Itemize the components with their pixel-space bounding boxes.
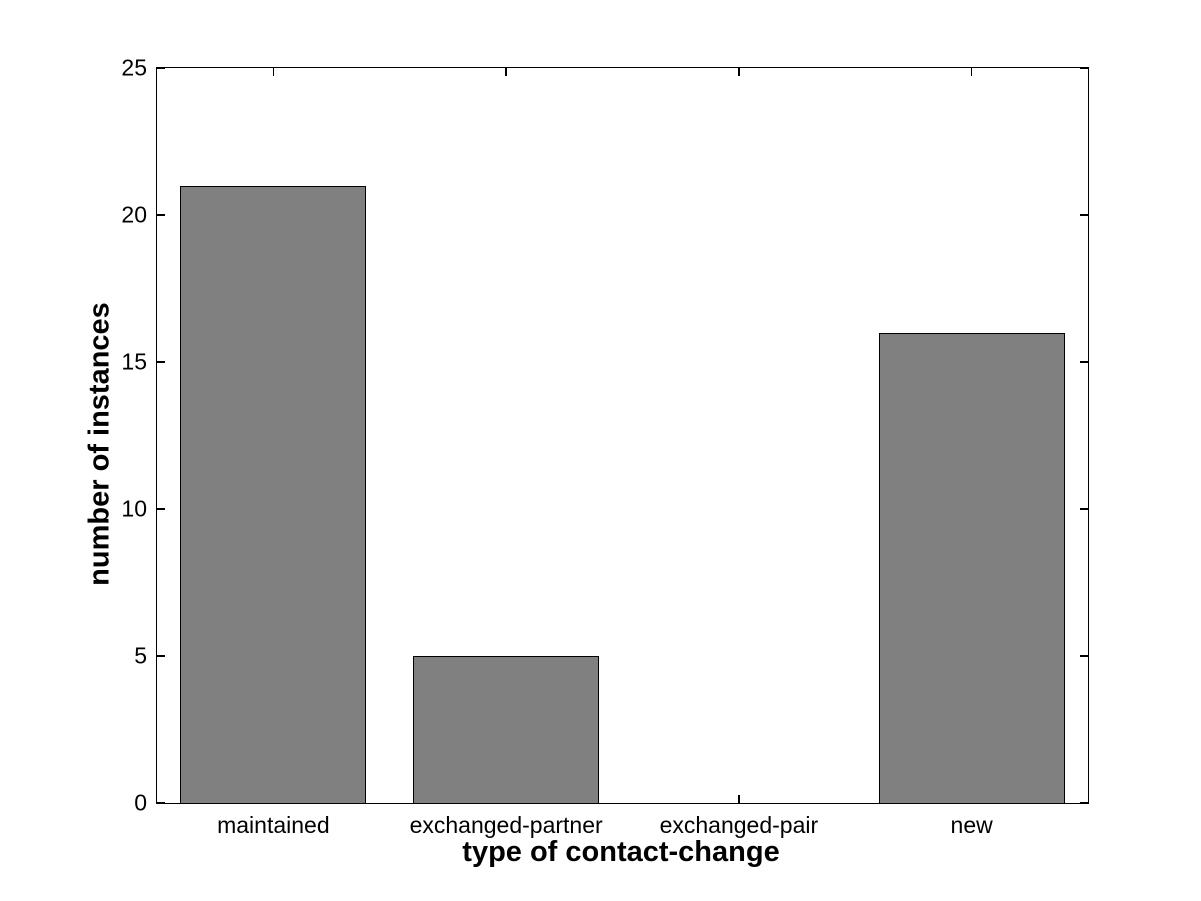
x-tick-top: [505, 68, 507, 76]
y-tick-label: 10: [121, 495, 147, 522]
bar-exchanged-partner: [413, 656, 600, 803]
x-axis-label: type of contact-change: [462, 836, 780, 868]
y-tick-label: 5: [134, 642, 147, 669]
plot-area: 0 5 10 15 20 25 maintained exchanged-partner exc…: [121, 55, 1089, 838]
x-tick-top: [738, 68, 740, 76]
x-tick-top: [272, 68, 275, 76]
x-tick-top: [970, 68, 973, 76]
y-tick-right: [1080, 67, 1088, 69]
x-tick-label-exchanged-pair: exchanged-pair: [659, 812, 819, 838]
y-tick-label: 15: [121, 348, 147, 375]
y-tick-left: [157, 67, 165, 69]
y-tick-left: [157, 655, 165, 657]
y-tick-left: [157, 361, 165, 363]
y-axis-label: number of instances: [83, 302, 116, 586]
bar-maintained: [180, 185, 367, 803]
x-tick-bottom: [738, 795, 740, 803]
bar-new: [878, 332, 1065, 803]
y-tick-label: 25: [121, 54, 147, 81]
y-tick-right: [1080, 655, 1088, 657]
y-tick-left: [157, 802, 165, 804]
y-tick-left: [157, 508, 165, 510]
y-tick-right: [1080, 802, 1088, 804]
y-tick-right: [1080, 361, 1088, 363]
x-tick-label-maintained: maintained: [217, 812, 330, 838]
y-tick-label: 20: [121, 201, 147, 228]
x-tick-label-exchanged-partner: exchanged-partner: [409, 812, 603, 838]
y-tick-label: 0: [134, 789, 147, 816]
y-tick-right: [1080, 508, 1088, 510]
y-tick-left: [157, 214, 165, 216]
x-tick-label-new: new: [950, 812, 993, 838]
y-tick-right: [1080, 214, 1088, 216]
